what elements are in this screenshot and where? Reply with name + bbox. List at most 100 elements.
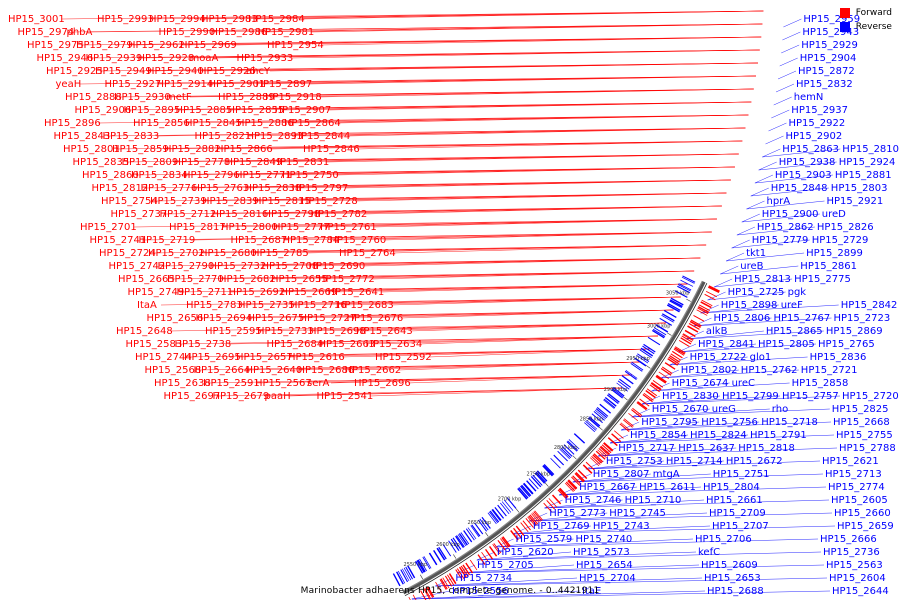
- connector-line: [233, 36, 762, 46]
- gene-label-forward: HP15_2638: [154, 378, 211, 389]
- reverse-gene: [405, 566, 413, 580]
- gene-label-reverse: HP15_2721: [801, 365, 858, 376]
- forward-gene: [481, 551, 489, 563]
- connector-line: [337, 114, 749, 124]
- reverse-gene: [621, 375, 634, 385]
- connector-line: [476, 551, 496, 561]
- gene-label-forward: HP15_2724: [99, 248, 156, 259]
- forward-gene: [687, 325, 699, 333]
- gene-label-forward: HP15_2866: [216, 144, 273, 155]
- gene-label-forward: HP15_2983: [201, 14, 258, 25]
- connector-line: [341, 348, 650, 358]
- gene-label-forward: HP15_2777: [273, 222, 330, 233]
- forward-gene: [642, 393, 653, 403]
- gene-label-forward: HP15_2727: [300, 313, 357, 324]
- reverse-swatch: [839, 22, 850, 32]
- reverse-gene: [400, 569, 409, 583]
- connector-line: [364, 205, 722, 215]
- forward-gene: [669, 355, 681, 363]
- gene-label-forward: HP15_2797: [292, 183, 349, 194]
- forward-gene: [668, 356, 680, 365]
- gene-label-reverse: HP15_2563: [826, 560, 883, 571]
- gene-label-reverse: HP15_2661: [706, 495, 763, 506]
- reverse-gene: [677, 285, 691, 294]
- gene-label-forward: HP15_2969: [180, 40, 237, 51]
- forward-gene: [462, 564, 471, 576]
- gene-label-forward: HP15_2939: [86, 53, 143, 64]
- gene-label-forward: HP15_2906: [75, 105, 132, 116]
- forward-gene: [684, 329, 696, 338]
- reverse-gene: [419, 558, 427, 572]
- forward-gene: [656, 374, 667, 383]
- gene-label-reverse: hprA: [767, 196, 791, 207]
- forward-gene: [492, 543, 501, 555]
- reverse-gene: [563, 444, 575, 455]
- reverse-gene: [526, 480, 537, 492]
- connector-line: [782, 31, 801, 41]
- connector-line: [411, 590, 706, 600]
- reverse-gene: [669, 299, 683, 308]
- gene-label-reverse: HP15_2865: [766, 326, 823, 337]
- gene-label-reverse: HP15_2713: [825, 469, 882, 480]
- gene-label-forward: HP15_2697: [164, 391, 221, 402]
- reverse-gene: [523, 482, 534, 495]
- gene-label-forward: HP15_2695: [184, 352, 241, 363]
- gene-label-reverse: HP15_2710: [625, 495, 682, 506]
- gene-label-forward: HP15_2835: [73, 157, 130, 168]
- gene-label-reverse: HP15_2734: [455, 573, 512, 584]
- forward-gene: [564, 482, 574, 493]
- gene-label-reverse: HP15_2795: [641, 417, 698, 428]
- gene-label-forward: HP15_2737: [111, 209, 168, 220]
- connector-line: [269, 62, 759, 72]
- gene-label-forward: HP15_2583: [126, 339, 183, 350]
- gene-label-forward: HP15_2838: [245, 183, 302, 194]
- legend-item-forward: Forward: [839, 6, 892, 20]
- gene-label-forward: HP15_2927: [105, 79, 162, 90]
- forward-gene: [636, 402, 647, 411]
- connector-line: [713, 278, 733, 288]
- reverse-gene: [653, 327, 667, 336]
- connector-line: [754, 174, 833, 184]
- reverse-gene: [584, 422, 596, 433]
- connector-line: [651, 382, 730, 392]
- reverse-gene: [553, 454, 565, 466]
- gene-label-reverse: HP15_2604: [829, 573, 886, 584]
- forward-gene: [678, 339, 690, 348]
- gene-label-forward: HP15_2733: [257, 326, 314, 337]
- connector-line: [456, 564, 825, 574]
- reverse-gene: [407, 565, 416, 579]
- forward-gene: [444, 575, 453, 587]
- gene-label-forward: HP15_2790: [158, 261, 215, 272]
- connector-line: [758, 161, 777, 171]
- gene-label-reverse: HP15_2704: [579, 573, 636, 584]
- gene-label-reverse: HP15_2824: [690, 430, 747, 441]
- gene-label-forward: HP15_2764: [339, 248, 396, 259]
- connector-line: [746, 200, 765, 210]
- reverse-gene: [585, 420, 597, 431]
- gene-label-forward: HP15_2669: [281, 287, 338, 298]
- gene-label-forward: HP15_2986: [211, 27, 268, 38]
- gene-label-forward: HP15_2782: [311, 209, 368, 220]
- tick-label: 3000 kbp: [647, 324, 671, 330]
- connector-line: [731, 239, 810, 249]
- tick-label: 2600 kbp: [436, 542, 460, 548]
- forward-gene: [448, 573, 457, 585]
- reverse-gene: [591, 413, 603, 424]
- reverse-gene: [603, 398, 616, 409]
- forward-gene: [442, 577, 450, 589]
- gene-label-reverse: HP15_2830: [662, 391, 719, 402]
- gene-label-reverse: HP15_2862: [757, 222, 814, 233]
- gene-label-forward: HP15_2640: [246, 365, 303, 376]
- forward-gene: [585, 461, 596, 471]
- forward-gene: [698, 304, 710, 312]
- gene-label-forward: HP15_2928: [138, 53, 195, 64]
- gene-label-forward: HP15_2946: [37, 53, 94, 64]
- gene-label-forward: HP15_2954: [267, 40, 324, 51]
- gene-label-forward: HP15_2933: [237, 53, 294, 64]
- connector-line: [741, 213, 820, 223]
- reverse-gene: [402, 568, 410, 582]
- connector-line: [192, 231, 712, 241]
- connector-line: [495, 538, 819, 548]
- reverse-gene: [465, 528, 475, 541]
- gene-label-forward: HP15_2750: [282, 170, 339, 181]
